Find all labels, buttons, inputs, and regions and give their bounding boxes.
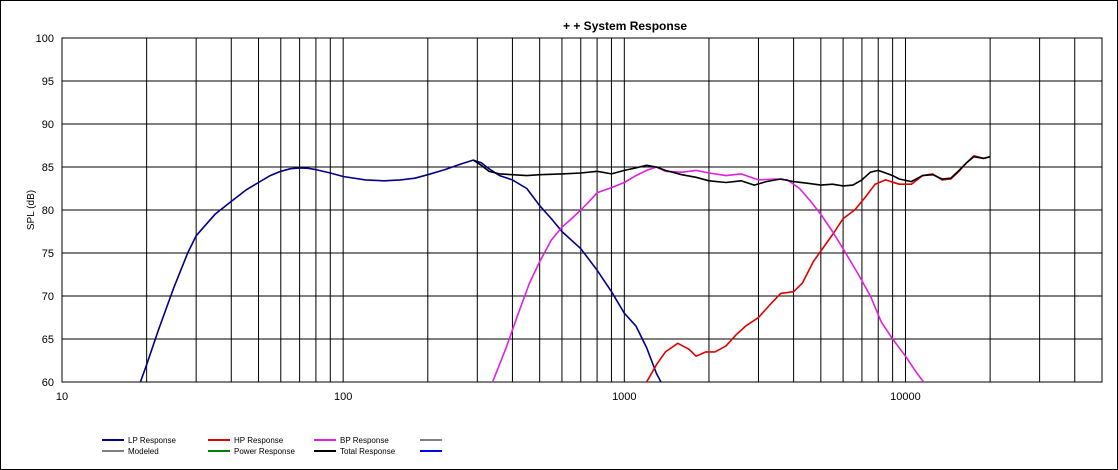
series-line-lp-response [139, 159, 662, 383]
legend-label: HP Response [234, 436, 284, 445]
legend: LP Response HP Response BP Response Modeled… [102, 436, 442, 456]
y-tick-label: 90 [42, 119, 54, 131]
y-tick-label: 85 [42, 162, 54, 174]
legend-label: Power Response [234, 447, 295, 456]
y-tick-label: 80 [42, 205, 54, 217]
legend-label: Total Response [340, 447, 396, 456]
y-tick-labels: 60 65 70 75 80 85 90 95 100 [36, 33, 54, 389]
series-line-bp-response [491, 166, 925, 383]
series-line-hp-response [645, 155, 991, 383]
series-layer [139, 155, 991, 383]
y-axis-label: SPL (dB) [26, 190, 37, 230]
grid-lines [62, 38, 1102, 382]
plot-area-border [61, 37, 1103, 383]
legend-label: BP Response [340, 436, 389, 445]
x-tick-label: 1000 [612, 391, 636, 403]
y-tick-label: 75 [42, 248, 54, 260]
series-line-total-response [472, 155, 991, 187]
x-tick-labels: 10 100 1000 10000 [56, 391, 921, 403]
y-tick-label: 100 [36, 33, 54, 45]
x-tick-label: 10000 [890, 391, 921, 403]
x-tick-label: 100 [334, 391, 352, 403]
chart-title: + + System Response [563, 19, 687, 33]
y-tick-label: 60 [42, 377, 54, 389]
y-tick-label: 95 [42, 76, 54, 88]
x-tick-label: 10 [56, 391, 68, 403]
legend-label: Modeled [128, 447, 159, 456]
y-tick-label: 70 [42, 291, 54, 303]
legend-label: LP Response [128, 436, 176, 445]
y-tick-label: 65 [42, 334, 54, 346]
